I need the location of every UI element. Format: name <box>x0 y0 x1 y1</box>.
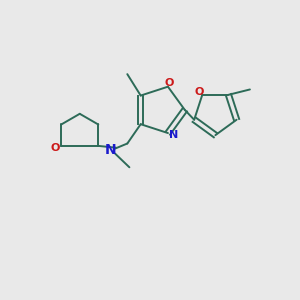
Text: O: O <box>165 78 174 88</box>
Text: O: O <box>51 143 60 153</box>
Text: N: N <box>105 143 117 157</box>
Text: O: O <box>195 87 204 97</box>
Text: N: N <box>169 130 178 140</box>
